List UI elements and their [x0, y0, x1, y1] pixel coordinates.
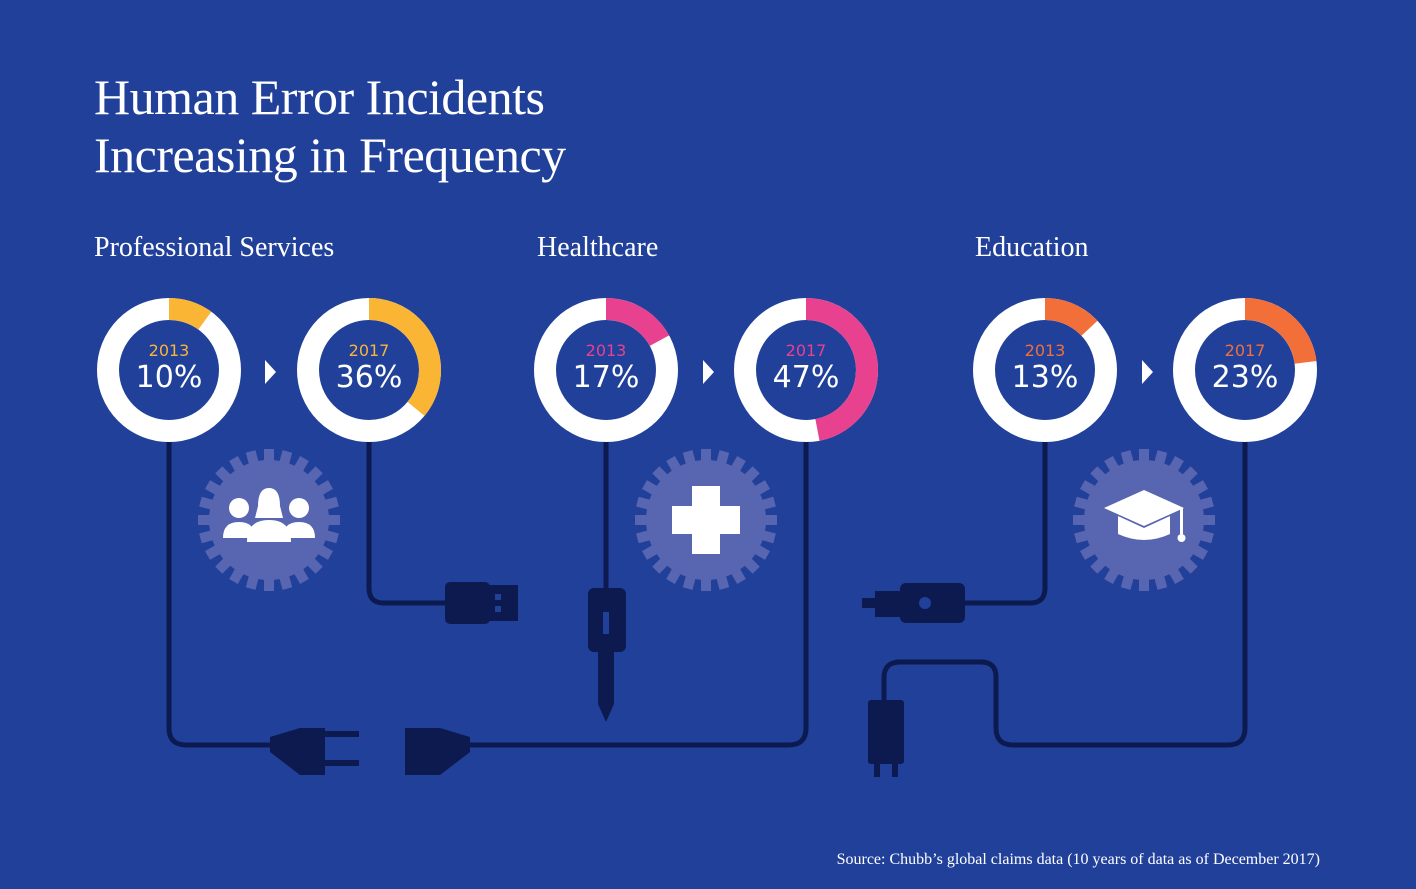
donut-segment — [1044, 298, 1098, 337]
donut-segment — [368, 298, 441, 416]
percent-label: 10% — [135, 360, 203, 395]
people-icon — [223, 488, 315, 542]
cable — [366, 439, 449, 606]
percent-label: 36% — [335, 360, 403, 395]
page-title: Human Error Incidents Increasing in Frequ… — [94, 68, 566, 184]
year-label: 2017 — [1224, 341, 1266, 360]
percent-label: 13% — [1011, 360, 1079, 395]
cable — [959, 439, 1048, 606]
arrow-right-icon — [1142, 360, 1153, 384]
donut-segment — [805, 298, 878, 441]
percent-label: 23% — [1211, 360, 1279, 395]
plug-icon — [868, 700, 904, 777]
medical-cross-icon — [672, 486, 740, 554]
power-plug-icon — [270, 728, 359, 775]
micro-usb-icon — [862, 583, 965, 623]
arrows — [265, 360, 1153, 384]
connectors — [270, 582, 965, 777]
category-healthcare: Healthcare — [537, 232, 659, 263]
donut-segment — [1244, 298, 1317, 365]
source-note: Source: Chubb’s global claims data (10 y… — [836, 851, 1320, 868]
donut-segment — [168, 298, 212, 330]
year-label: 2013 — [585, 341, 627, 360]
power-socket-icon — [405, 728, 470, 775]
arrow-right-icon — [703, 360, 714, 384]
cable — [166, 439, 275, 748]
category-professional-services: Professional Services — [94, 232, 335, 263]
audio-jack-icon — [588, 588, 626, 722]
cables — [166, 439, 1248, 748]
cable — [465, 439, 809, 748]
cable — [881, 439, 1248, 748]
arrow-right-icon — [265, 360, 276, 384]
graduation-cap-icon — [1104, 490, 1186, 542]
donut-segment — [605, 298, 670, 347]
title-line-2: Increasing in Frequency — [94, 127, 566, 183]
year-label: 2017 — [348, 341, 390, 360]
percent-label: 17% — [572, 360, 640, 395]
year-label: 2013 — [148, 341, 190, 360]
year-label: 2013 — [1024, 341, 1066, 360]
category-education: Education — [975, 232, 1089, 263]
year-label: 2017 — [785, 341, 827, 360]
percent-label: 47% — [772, 360, 840, 395]
usb-plug-icon — [445, 582, 518, 624]
title-line-1: Human Error Incidents — [94, 69, 545, 125]
